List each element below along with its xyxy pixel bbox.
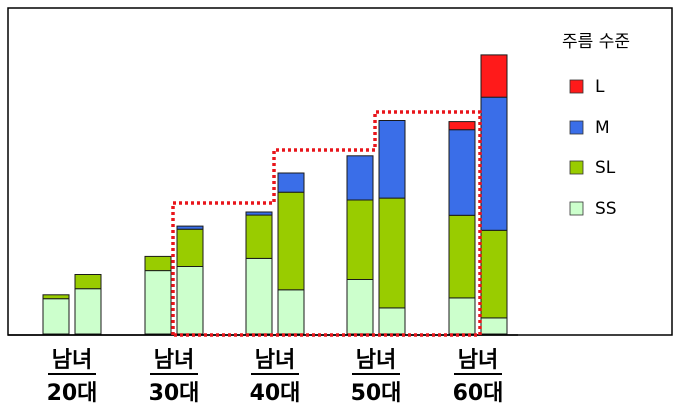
bar-segment-l [448,121,476,131]
legend-swatch-m [569,120,584,135]
bar-segment-ss [144,270,172,335]
bar-segment-m [346,155,374,201]
bars-layer [42,54,508,335]
highlight-outline [171,110,482,337]
bar-segment-m [176,225,204,230]
bar-segment-m [245,211,273,216]
bar-segment-sl [346,199,374,280]
bar-segment-m [378,120,406,199]
bar-segment-m [277,172,305,193]
bar-segment-ss [74,288,102,335]
bar-segment-ss [245,257,273,335]
legend-swatch-l [569,79,584,94]
bar-segment-ss [448,297,476,335]
group-label-top: 남녀 [52,348,92,373]
bar-segment-ss [176,265,204,335]
bar-segment-ss [42,298,70,335]
bar-segment-sl [378,197,406,309]
legend-title: 주름 수준 [562,32,630,52]
bar-segment-ss [480,317,508,335]
group-label-top: 남녀 [458,348,498,373]
bar-segment-m [448,129,476,216]
legend: 주름 수준 L M SL SS [562,32,630,219]
bar-segment-sl [245,214,273,259]
legend-label-ss: SS [595,199,617,219]
group-labels-layer: 남녀 20대 남녀 30대 남녀 40대 남녀 50대 남녀 60대 [47,348,504,406]
bar-segment-sl [448,214,476,299]
legend-swatch-sl [569,160,584,175]
group-label-bottom: 60대 [453,381,504,406]
group-label-top: 남녀 [255,348,295,373]
bar-segment-sl [144,255,172,272]
bar-segment-ss [378,307,406,335]
plot-frame [7,7,673,336]
bar-segment-sl [277,191,305,291]
group-label-bottom: 50대 [351,381,402,406]
legend-swatch-ss [569,201,584,216]
group-label-bottom: 20대 [47,381,98,406]
bar-segment-sl [480,229,508,319]
bar-segment-ss [277,289,305,335]
group-label-top: 남녀 [154,348,194,373]
bar-segment-l [480,54,508,98]
bar-segment-sl [74,274,102,290]
group-label-bottom: 40대 [250,381,301,406]
group-label-bottom: 30대 [149,381,200,406]
bar-segment-m [480,96,508,231]
legend-label-sl: SL [595,158,616,178]
bar-segment-sl [42,294,70,300]
bar-segment-sl [176,228,204,267]
bar-segment-ss [346,279,374,335]
legend-label-l: L [595,77,605,97]
group-label-top: 남녀 [356,348,396,373]
legend-label-m: M [595,118,610,138]
